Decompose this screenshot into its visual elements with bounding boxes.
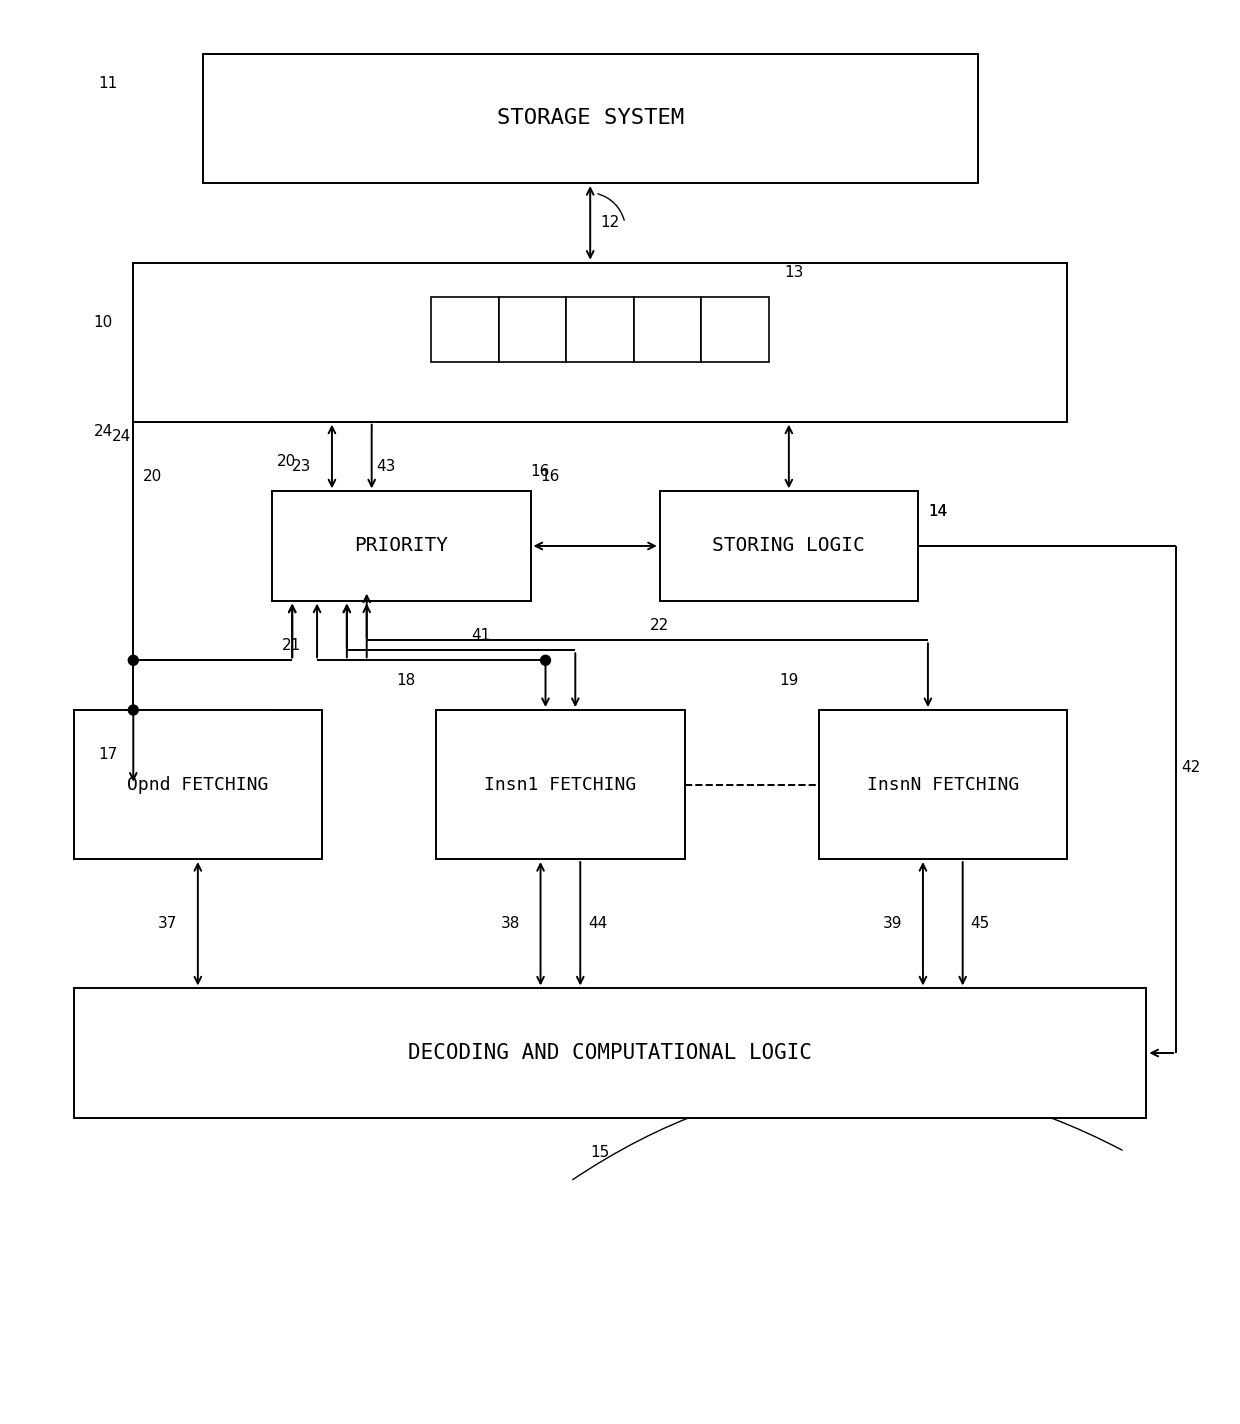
Text: LEVEL 1 CACHE: LEVEL 1 CACHE <box>513 332 687 352</box>
Bar <box>273 491 531 601</box>
Text: 12: 12 <box>600 215 620 231</box>
Text: 15: 15 <box>590 1145 609 1161</box>
Circle shape <box>128 705 138 715</box>
Bar <box>73 988 1147 1118</box>
Text: STORAGE SYSTEM: STORAGE SYSTEM <box>496 108 683 128</box>
Bar <box>567 298 634 362</box>
Text: 45: 45 <box>971 916 990 931</box>
Text: 38: 38 <box>501 916 521 931</box>
Text: 24: 24 <box>94 424 113 439</box>
Circle shape <box>128 655 138 665</box>
Bar <box>660 491 918 601</box>
Text: 14: 14 <box>928 504 947 518</box>
Text: Insn1 FETCHING: Insn1 FETCHING <box>485 776 636 793</box>
Text: 20: 20 <box>144 468 162 484</box>
Text: 18: 18 <box>397 672 415 688</box>
Bar <box>634 298 702 362</box>
Text: 19: 19 <box>779 672 799 688</box>
Text: 17: 17 <box>98 748 118 762</box>
Text: STORING LOGIC: STORING LOGIC <box>713 537 866 555</box>
Bar <box>436 711 684 859</box>
Text: 20: 20 <box>278 454 296 468</box>
Bar <box>73 711 322 859</box>
Text: 11: 11 <box>98 77 118 91</box>
Text: 43: 43 <box>377 459 396 474</box>
Bar <box>818 711 1066 859</box>
Text: 23: 23 <box>293 459 311 474</box>
Text: InsnN FETCHING: InsnN FETCHING <box>867 776 1019 793</box>
Text: Opnd FETCHING: Opnd FETCHING <box>128 776 269 793</box>
Bar <box>133 262 1066 422</box>
Bar <box>498 298 567 362</box>
Text: 10: 10 <box>93 315 113 330</box>
Text: DECODING AND COMPUTATIONAL LOGIC: DECODING AND COMPUTATIONAL LOGIC <box>408 1042 812 1062</box>
Text: 24: 24 <box>112 429 130 444</box>
Text: 16: 16 <box>531 464 551 478</box>
Text: 13: 13 <box>784 265 804 281</box>
Text: 21: 21 <box>283 638 301 652</box>
Bar <box>702 298 769 362</box>
Bar <box>432 298 498 362</box>
Text: PRIORITY: PRIORITY <box>355 537 449 555</box>
Text: 41: 41 <box>471 628 490 644</box>
Text: 22: 22 <box>650 618 670 634</box>
Text: 37: 37 <box>159 916 177 931</box>
Text: 44: 44 <box>588 916 608 931</box>
Text: 14: 14 <box>928 504 947 518</box>
Text: 16: 16 <box>541 468 560 484</box>
Text: 42: 42 <box>1182 759 1200 775</box>
Text: 39: 39 <box>883 916 903 931</box>
Circle shape <box>541 655 551 665</box>
Bar <box>203 54 977 184</box>
